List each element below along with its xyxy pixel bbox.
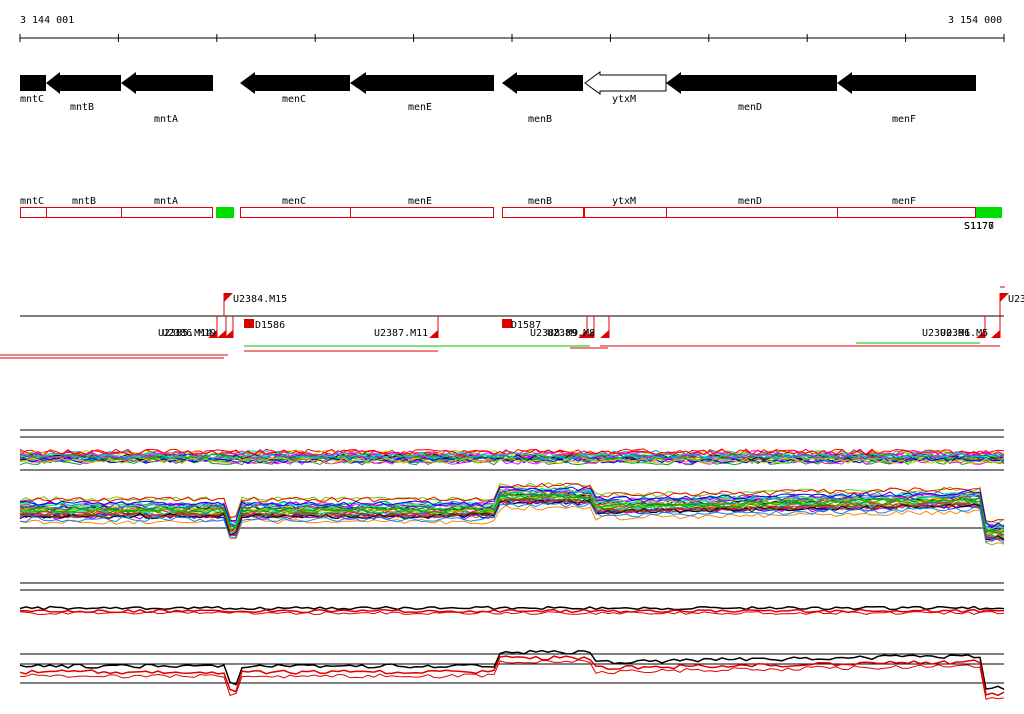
- ruler-start-label: 3 144 001: [20, 15, 74, 26]
- flag-up-U23-edge[interactable]: [1000, 293, 1009, 302]
- profile-line: [19, 610, 1005, 616]
- gene-label-mntB: mntB: [70, 102, 94, 113]
- profile-line: [19, 492, 1005, 535]
- annotation-track: mntC mntB mntA menC menE menB ytxM menD …: [20, 196, 1002, 232]
- gene-label-menE: menE: [408, 102, 432, 113]
- marker-label-D1586: D1586: [255, 320, 285, 331]
- gene-arrow-menC[interactable]: [240, 72, 350, 94]
- marker-label-U2384-M15: U2384.M15: [233, 294, 287, 305]
- gene-label-menF: menF: [892, 114, 916, 125]
- flag-down-cluster-mid-3[interactable]: [600, 330, 609, 338]
- srna-box-left[interactable]: [216, 207, 234, 218]
- marker-label-U2390-M6: U2390.M6: [922, 328, 970, 339]
- profile-line: [19, 486, 1005, 529]
- annotation-box-menB[interactable]: [502, 207, 584, 218]
- srna-label-overlap: S1177: [964, 221, 994, 232]
- annotation-label-mntA: mntA: [154, 196, 178, 207]
- marker-label-U2388-M9: U2388.M9: [530, 328, 578, 339]
- annotation-label-menF: menF: [892, 196, 916, 207]
- srna-label: S1176: [964, 221, 994, 232]
- flag-down-U2387-M11[interactable]: [429, 330, 438, 338]
- gene-arrow-menB[interactable]: [502, 72, 583, 94]
- annotation-label-menE: menE: [408, 196, 432, 207]
- srna-box-right[interactable]: [976, 207, 1002, 218]
- gene-arrow-menD[interactable]: [666, 72, 837, 94]
- gene-arrow-mntB[interactable]: [46, 72, 121, 94]
- flag-down-cluster-left-2[interactable]: [217, 330, 226, 338]
- marker-label-D1587: D1587: [511, 320, 541, 331]
- annotation-label-menD: menD: [738, 196, 762, 207]
- gene-arrow-menE[interactable]: [350, 72, 494, 94]
- coordinate-ruler: 3 144 001 3 154 000: [19, 15, 1005, 42]
- annotation-box-mntC[interactable]: [20, 207, 47, 218]
- profile-line: [19, 659, 1005, 700]
- annotation-box-menF[interactable]: [837, 207, 976, 218]
- marker-label-U23: U23: [1008, 294, 1024, 305]
- gene-arrow-menF[interactable]: [837, 72, 976, 94]
- profile-line: [19, 502, 1005, 544]
- flag-down-cluster-left-1[interactable]: [208, 330, 217, 338]
- block-D1587[interactable]: [502, 319, 512, 328]
- profile-line: [19, 457, 1005, 465]
- flag-up-U2384-M15[interactable]: [224, 293, 233, 302]
- flag-down-cluster-mid-1[interactable]: [578, 330, 587, 338]
- profile-line: [19, 491, 1005, 533]
- gene-arrow-mntC[interactable]: [20, 75, 46, 91]
- gene-label-menD: menD: [738, 102, 762, 113]
- ruler-ticks: [19, 34, 1005, 42]
- marker-label-U2391-M5: U2391.M5: [940, 328, 988, 339]
- gene-label-menC: menC: [282, 94, 306, 105]
- profile-line: [19, 608, 1004, 614]
- profile-line: [19, 488, 1005, 528]
- gene-label-mntC: mntC: [20, 94, 44, 105]
- profile-line: [19, 456, 1005, 464]
- profile-line: [19, 655, 1005, 697]
- annotation-label-mntB: mntB: [72, 196, 96, 207]
- flag-down-cluster-right-1[interactable]: [976, 330, 985, 338]
- flag-down-cluster-left-3[interactable]: [224, 330, 233, 338]
- gene-label-mntA: mntA: [154, 114, 178, 125]
- summary-lines: [19, 605, 1005, 700]
- marker-label-U2386-M19: U2386.M19: [162, 328, 216, 339]
- expression-profiles-track: [19, 429, 1005, 546]
- gene-track: mntC mntB mntA menC menE menB ytxM menD …: [20, 71, 976, 125]
- profile-line: [19, 504, 1005, 546]
- profile-line: [19, 452, 1005, 460]
- flag-down-cluster-mid-2[interactable]: [585, 330, 594, 338]
- profile-line: [19, 498, 1005, 540]
- annotation-box-ytxM[interactable]: [584, 207, 667, 218]
- annotation-box-menE[interactable]: [350, 207, 494, 218]
- profile-lines: [19, 448, 1005, 546]
- block-D1586[interactable]: [244, 319, 254, 328]
- transcript-marker-track: U2384.M15 U23 D1586 D1587 U: [0, 286, 1024, 359]
- profile-line: [19, 649, 1005, 690]
- annotation-box-menC[interactable]: [240, 207, 351, 218]
- annotation-label-ytxM: ytxM: [612, 196, 636, 207]
- gene-label-menB: menB: [528, 114, 552, 125]
- annotation-box-menD[interactable]: [666, 207, 838, 218]
- profile-line: [19, 488, 1005, 529]
- ruler-end-label: 3 154 000: [948, 15, 1002, 26]
- marker-label-U2387-M11: U2387.M11: [374, 328, 428, 339]
- annotation-box-mntA[interactable]: [121, 207, 213, 218]
- marker-label-U2389-M8: U2389.M8: [547, 328, 595, 339]
- annotation-label-menC: menC: [282, 196, 306, 207]
- annotation-label-menB: menB: [528, 196, 552, 207]
- flag-down-cluster-right-2[interactable]: [991, 330, 1000, 338]
- gene-arrow-mntA[interactable]: [121, 72, 213, 94]
- gene-label-ytxM: ytxM: [612, 94, 636, 105]
- marker-label-U2385-M14: U2385.M14: [158, 328, 212, 339]
- annotation-label-mntC: mntC: [20, 196, 44, 207]
- gene-arrow-ytxM[interactable]: [584, 71, 667, 95]
- profile-line: [19, 448, 1005, 456]
- summary-profiles-track: [19, 582, 1005, 700]
- profile-line: [19, 482, 1005, 523]
- annotation-box-mntB[interactable]: [46, 207, 122, 218]
